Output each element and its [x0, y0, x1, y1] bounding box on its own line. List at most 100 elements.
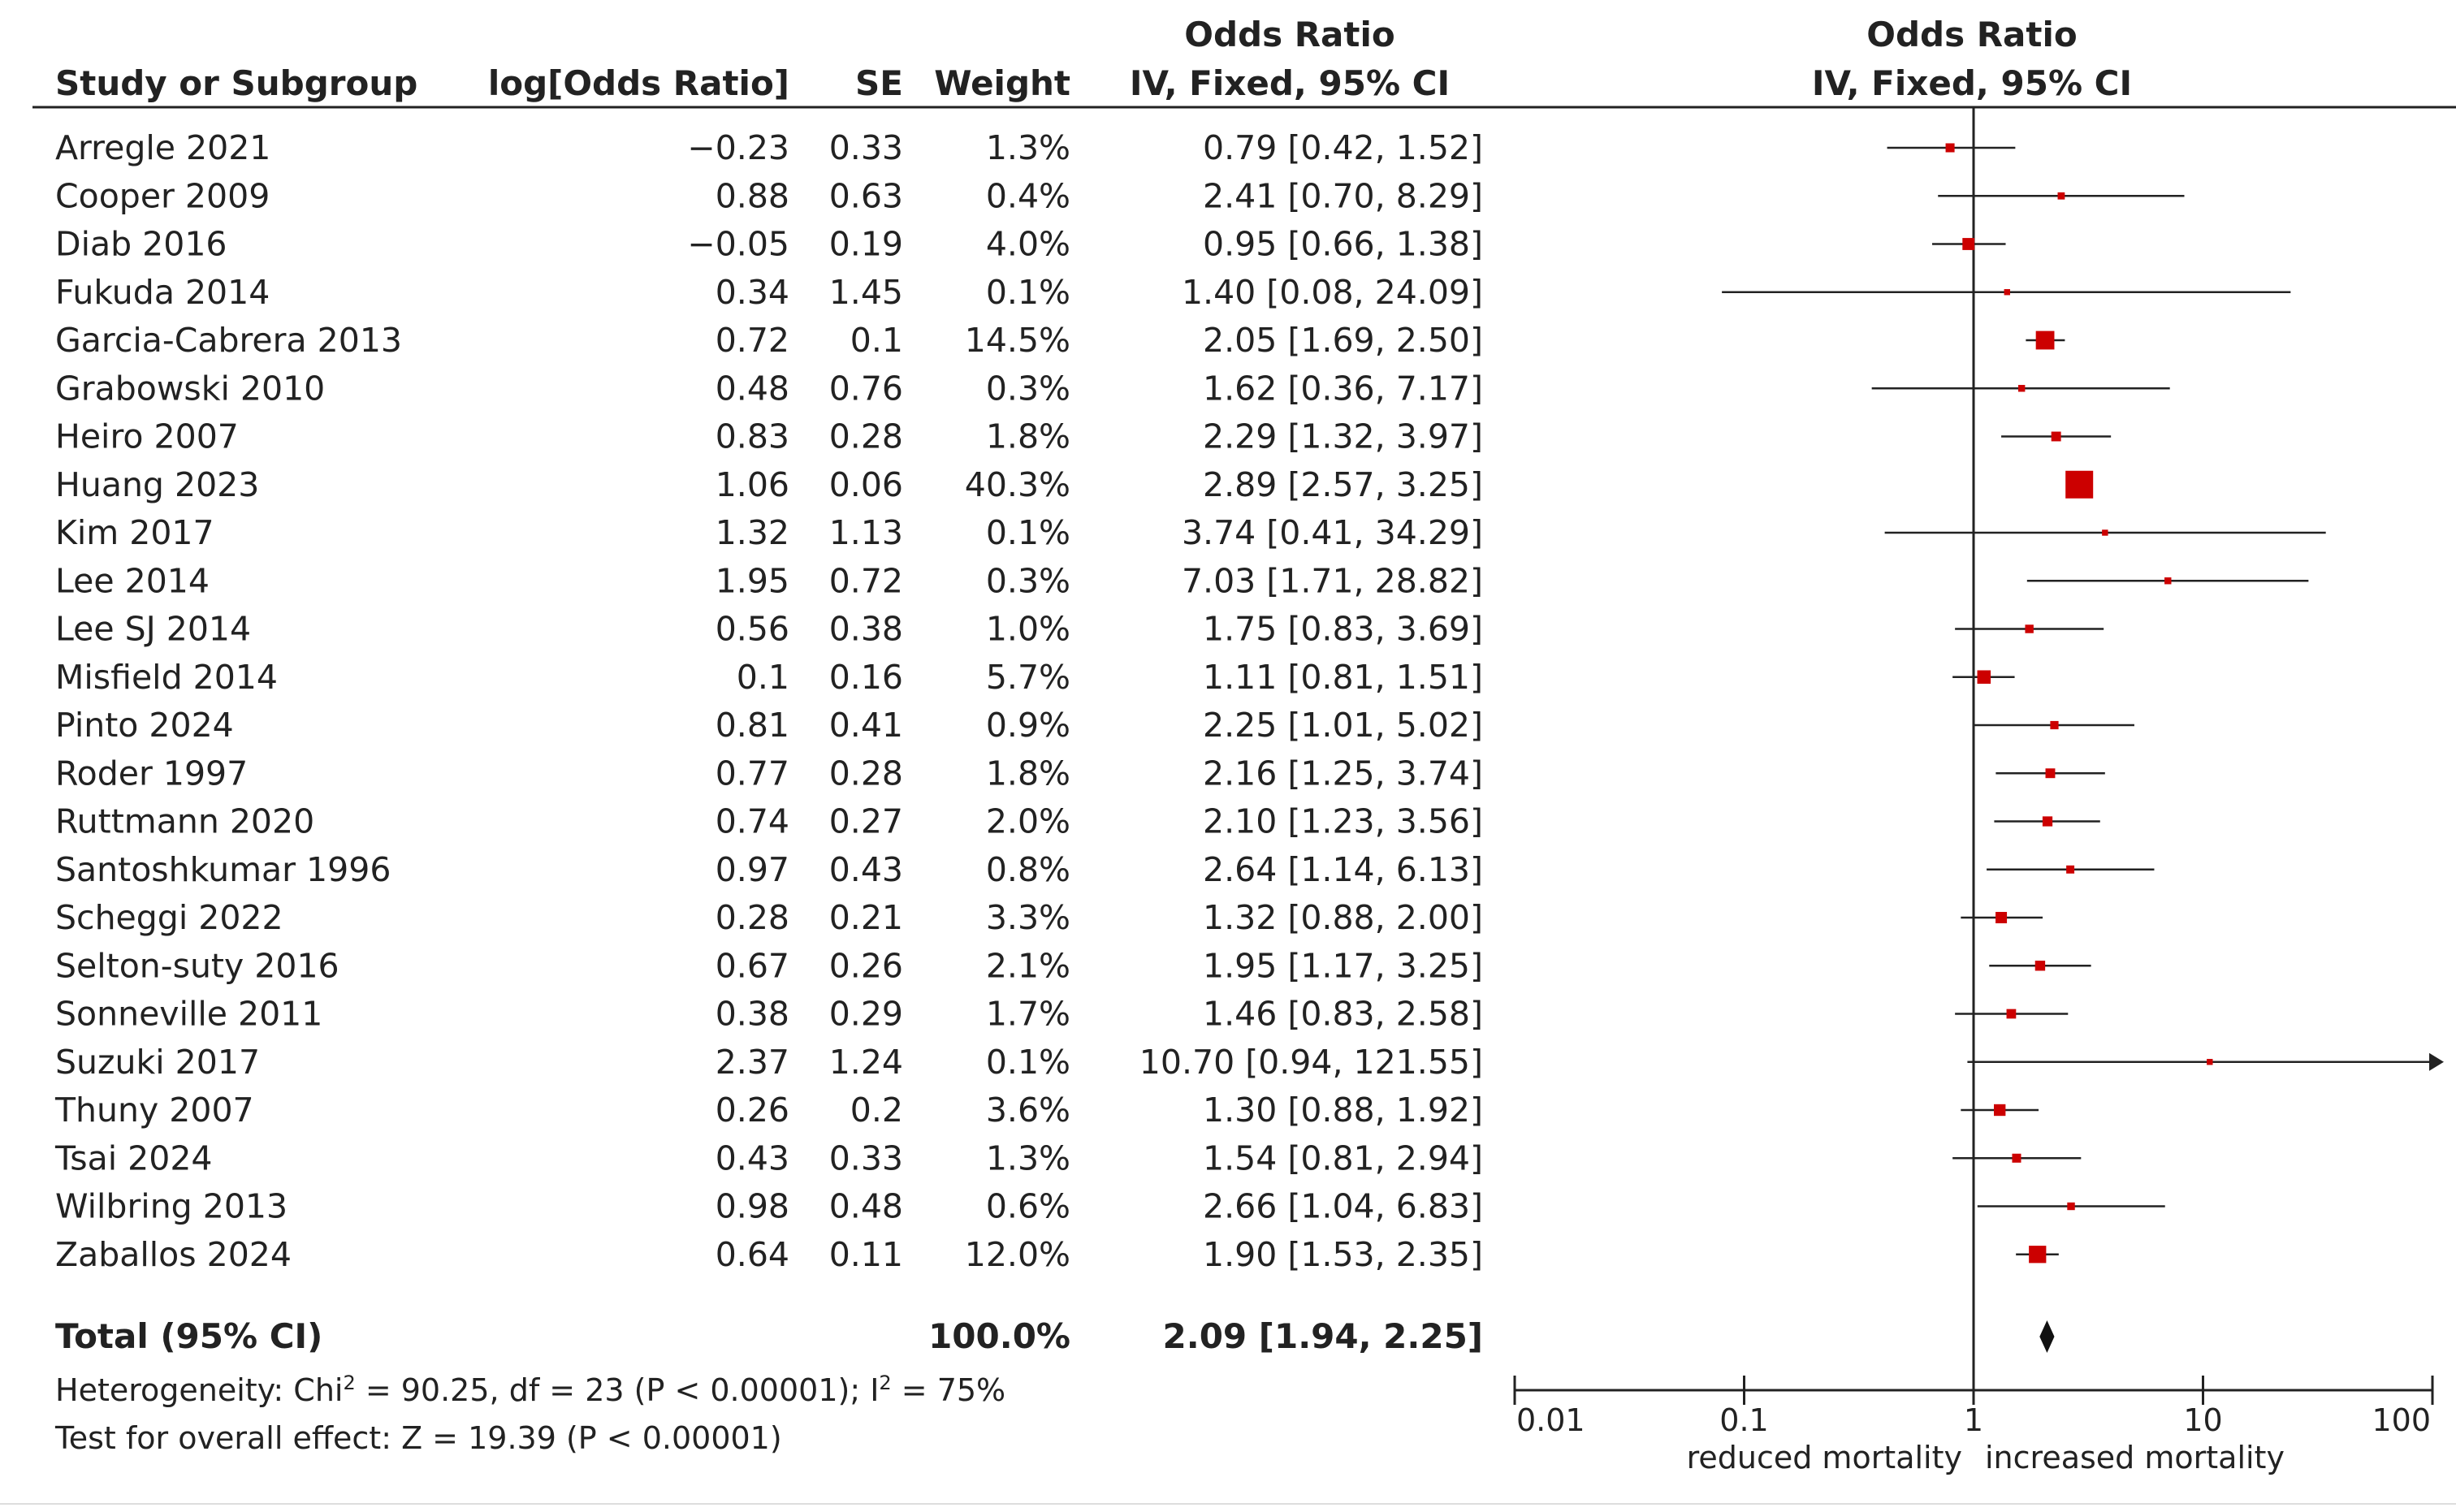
ci-arrow-icon	[2429, 1052, 2444, 1071]
study-log-odds-ratio: 0.1	[737, 658, 789, 697]
study-se: 0.41	[829, 706, 903, 745]
heterogeneity-text: Heterogeneity: Chi2 = 90.25, df = 23 (P …	[55, 1372, 1005, 1408]
study-se: 1.45	[829, 273, 903, 312]
study-log-odds-ratio: 0.48	[716, 369, 789, 408]
study-weight-marker	[2006, 1009, 2017, 1019]
study-name: Suzuki 2017	[55, 1043, 260, 1082]
study-se: 1.24	[829, 1043, 903, 1082]
header-odds-ratio: Odds Ratio	[1184, 15, 1394, 54]
study-log-odds-ratio: 0.43	[716, 1138, 789, 1177]
study-name: Lee SJ 2014	[55, 610, 251, 649]
study-weight: 0.1%	[986, 273, 1070, 312]
study-weight: 0.3%	[986, 561, 1070, 600]
study-weight: 0.9%	[986, 706, 1070, 745]
study-log-odds-ratio: 0.97	[716, 850, 789, 889]
study-se: 0.29	[829, 995, 903, 1034]
study-se: 0.2	[850, 1091, 903, 1130]
study-name: Pinto 2024	[55, 706, 234, 745]
study-weight-marker	[1945, 143, 1955, 153]
study-se: 0.06	[829, 465, 903, 504]
study-odds-ratio-ci: 1.11 [0.81, 1.51]	[1203, 658, 1483, 697]
study-name: Garcia-Cabrera 2013	[55, 321, 402, 360]
study-se: 0.1	[850, 321, 903, 360]
study-odds-ratio-ci: 0.95 [0.66, 1.38]	[1203, 225, 1483, 264]
study-odds-ratio-ci: 10.70 [0.94, 121.55]	[1139, 1043, 1483, 1082]
study-weight-marker	[2065, 470, 2094, 499]
study-name: Santoshkumar 1996	[55, 850, 391, 889]
study-odds-ratio-ci: 1.40 [0.08, 24.09]	[1182, 273, 1483, 312]
study-se: 0.43	[829, 850, 903, 889]
study-weight: 3.6%	[986, 1091, 1070, 1130]
study-weight: 0.3%	[986, 369, 1070, 408]
study-weight-marker	[2067, 1202, 2075, 1211]
study-name: Huang 2023	[55, 465, 259, 504]
study-weight-marker	[2045, 768, 2056, 779]
study-odds-ratio-ci: 1.54 [0.81, 2.94]	[1203, 1138, 1483, 1177]
study-weight: 14.5%	[965, 321, 1070, 360]
study-weight-marker	[2066, 865, 2075, 874]
study-weight: 12.0%	[965, 1235, 1070, 1274]
header-method: IV, Fixed, 95% CI	[1130, 63, 1450, 103]
header-study: Study or Subgroup	[55, 63, 417, 103]
header-se: SE	[855, 63, 903, 103]
study-weight-marker	[2029, 1246, 2047, 1264]
study-odds-ratio-ci: 2.10 [1.23, 3.56]	[1203, 802, 1483, 841]
study-log-odds-ratio: −0.05	[687, 225, 789, 264]
study-odds-ratio-ci: 1.46 [0.83, 2.58]	[1203, 995, 1483, 1034]
study-odds-ratio-ci: 2.29 [1.32, 3.97]	[1203, 417, 1483, 456]
study-se: 0.33	[829, 1138, 903, 1177]
study-log-odds-ratio: 0.83	[716, 417, 789, 456]
study-weight-marker	[2017, 385, 2026, 392]
study-name: Arregle 2021	[55, 128, 270, 167]
study-weight: 5.7%	[986, 658, 1070, 697]
study-odds-ratio-ci: 7.03 [1.71, 28.82]	[1182, 561, 1483, 600]
study-weight: 0.1%	[986, 1043, 1070, 1082]
pooled-estimate-diamond	[2039, 1320, 2055, 1353]
study-weight: 0.8%	[986, 850, 1070, 889]
study-se: 0.27	[829, 802, 903, 841]
study-odds-ratio-ci: 0.79 [0.42, 1.52]	[1203, 128, 1483, 167]
study-weight: 0.6%	[986, 1187, 1070, 1226]
study-weight-marker	[2207, 1059, 2213, 1065]
study-name: Selton-suty 2016	[55, 946, 339, 985]
study-name: Diab 2016	[55, 225, 227, 264]
total-odds-ratio-ci: 2.09 [1.94, 2.25]	[1163, 1316, 1483, 1356]
study-weight: 0.1%	[986, 513, 1070, 552]
study-odds-ratio-ci: 1.90 [1.53, 2.35]	[1203, 1235, 1483, 1274]
study-log-odds-ratio: 0.64	[716, 1235, 789, 1274]
study-odds-ratio-ci: 1.32 [0.88, 2.00]	[1203, 898, 1483, 937]
study-weight: 1.0%	[986, 610, 1070, 649]
study-odds-ratio-ci: 1.95 [1.17, 3.25]	[1203, 946, 1483, 985]
study-weight-marker	[2042, 816, 2053, 827]
study-weight-marker	[2050, 720, 2059, 730]
study-name: Wilbring 2013	[55, 1187, 288, 1226]
study-weight: 4.0%	[986, 225, 1070, 264]
study-log-odds-ratio: 0.81	[716, 706, 789, 745]
study-se: 0.28	[829, 417, 903, 456]
study-se: 0.21	[829, 898, 903, 937]
study-weight-marker	[2012, 1153, 2021, 1163]
study-odds-ratio-ci: 2.05 [1.69, 2.50]	[1203, 321, 1483, 360]
study-name: Misfield 2014	[55, 658, 278, 697]
study-weight-marker	[2035, 330, 2055, 350]
axis-label-left: reduced mortality	[1687, 1440, 1962, 1475]
study-weight: 2.1%	[986, 946, 1070, 985]
study-odds-ratio-ci: 1.30 [0.88, 1.92]	[1203, 1091, 1483, 1130]
study-log-odds-ratio: 1.06	[716, 465, 789, 504]
study-name: Ruttmann 2020	[55, 802, 314, 841]
study-se: 0.63	[829, 176, 903, 215]
study-se: 0.11	[829, 1235, 903, 1274]
x-tick-label: 10	[2183, 1402, 2222, 1438]
study-se: 0.19	[829, 225, 903, 264]
study-se: 0.72	[829, 561, 903, 600]
study-log-odds-ratio: 2.37	[716, 1043, 789, 1082]
study-se: 0.28	[829, 754, 903, 793]
study-se: 0.38	[829, 610, 903, 649]
x-tick-label: 0.1	[1719, 1402, 1768, 1438]
study-weight-marker	[2025, 624, 2034, 633]
study-weight: 0.4%	[986, 176, 1070, 215]
study-name: Tsai 2024	[54, 1138, 213, 1177]
study-weight-marker	[2051, 431, 2061, 442]
study-log-odds-ratio: 0.67	[716, 946, 789, 985]
study-se: 1.13	[829, 513, 903, 552]
